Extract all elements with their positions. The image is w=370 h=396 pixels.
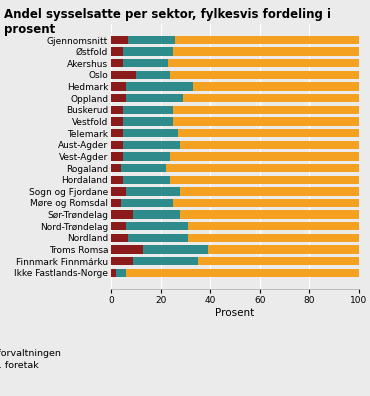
Bar [111,257,133,265]
Bar [111,222,126,230]
Text: Andel sysselsatte per sektor, fylkesvis fordeling i prosent: Andel sysselsatte per sektor, fylkesvis … [4,8,331,36]
Bar [124,175,171,184]
Bar [128,36,175,44]
Bar [168,59,359,67]
Bar [111,106,124,114]
Bar [111,71,136,79]
Bar [188,234,359,242]
Bar [111,164,121,172]
Bar [124,141,181,149]
Bar [111,187,126,196]
Bar [181,210,359,219]
Bar [173,48,359,56]
Bar [111,152,124,161]
Bar [173,106,359,114]
Bar [181,141,359,149]
Bar [193,82,359,91]
Bar [111,210,133,219]
Bar [111,246,143,254]
Bar [178,129,359,137]
Bar [111,129,124,137]
Bar [111,94,126,103]
Bar [111,59,124,67]
Bar [124,117,173,126]
Bar [111,36,128,44]
Bar [124,106,173,114]
Bar [171,152,359,161]
Bar [111,82,126,91]
Bar [124,59,168,67]
Bar [133,210,181,219]
Bar [165,164,359,172]
Bar [208,246,359,254]
Bar [121,199,173,207]
Bar [136,71,171,79]
Bar [111,48,124,56]
Bar [111,268,116,277]
Bar [111,234,128,242]
Bar [171,71,359,79]
Bar [124,48,173,56]
Bar [111,117,124,126]
Bar [171,175,359,184]
Bar [121,164,165,172]
Bar [116,268,126,277]
Bar [124,152,171,161]
Legend: Statsforvaltningen, Kommune- og fylkesforvaltningen, Privat sektor inkl. off. fo: Statsforvaltningen, Kommune- og fylkesfo… [0,335,63,372]
Bar [128,234,188,242]
Bar [173,199,359,207]
Bar [126,187,181,196]
Bar [111,175,124,184]
Bar [173,117,359,126]
Bar [188,222,359,230]
Bar [143,246,208,254]
Bar [198,257,359,265]
Bar [124,129,178,137]
Bar [181,187,359,196]
Bar [111,199,121,207]
Bar [126,82,193,91]
Bar [126,94,183,103]
Bar [133,257,198,265]
Bar [183,94,359,103]
Bar [111,141,124,149]
Bar [175,36,359,44]
Bar [126,268,359,277]
Bar [126,222,188,230]
X-axis label: Prosent: Prosent [215,308,255,318]
